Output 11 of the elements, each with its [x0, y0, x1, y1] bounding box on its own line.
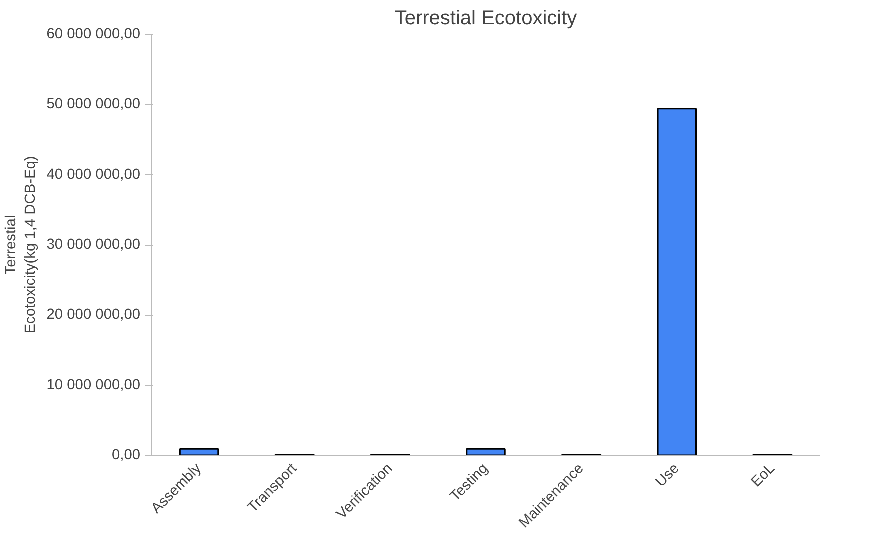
- x-tick-label: EoL: [748, 460, 778, 491]
- chart-title: Terrestial Ecotoxicity: [394, 8, 578, 30]
- y-tick-label: 30 000 000,00: [46, 237, 141, 253]
- y-tick-label: 50 000 000,00: [46, 96, 141, 113]
- y-tick-label: 20 000 000,00: [46, 307, 141, 324]
- y-tick-label: 60 000 000,00: [46, 26, 141, 42]
- x-tick-label: Use: [653, 460, 683, 491]
- y-tick-label: 10 000 000,00: [46, 377, 141, 394]
- y-axis-title: Terrestial Ecotoxicity(kg 1,4 DCB-Eq): [4, 156, 39, 334]
- y-tick-label: 40 000 000,00: [46, 166, 141, 183]
- y-tick-label: 0,00: [112, 448, 141, 464]
